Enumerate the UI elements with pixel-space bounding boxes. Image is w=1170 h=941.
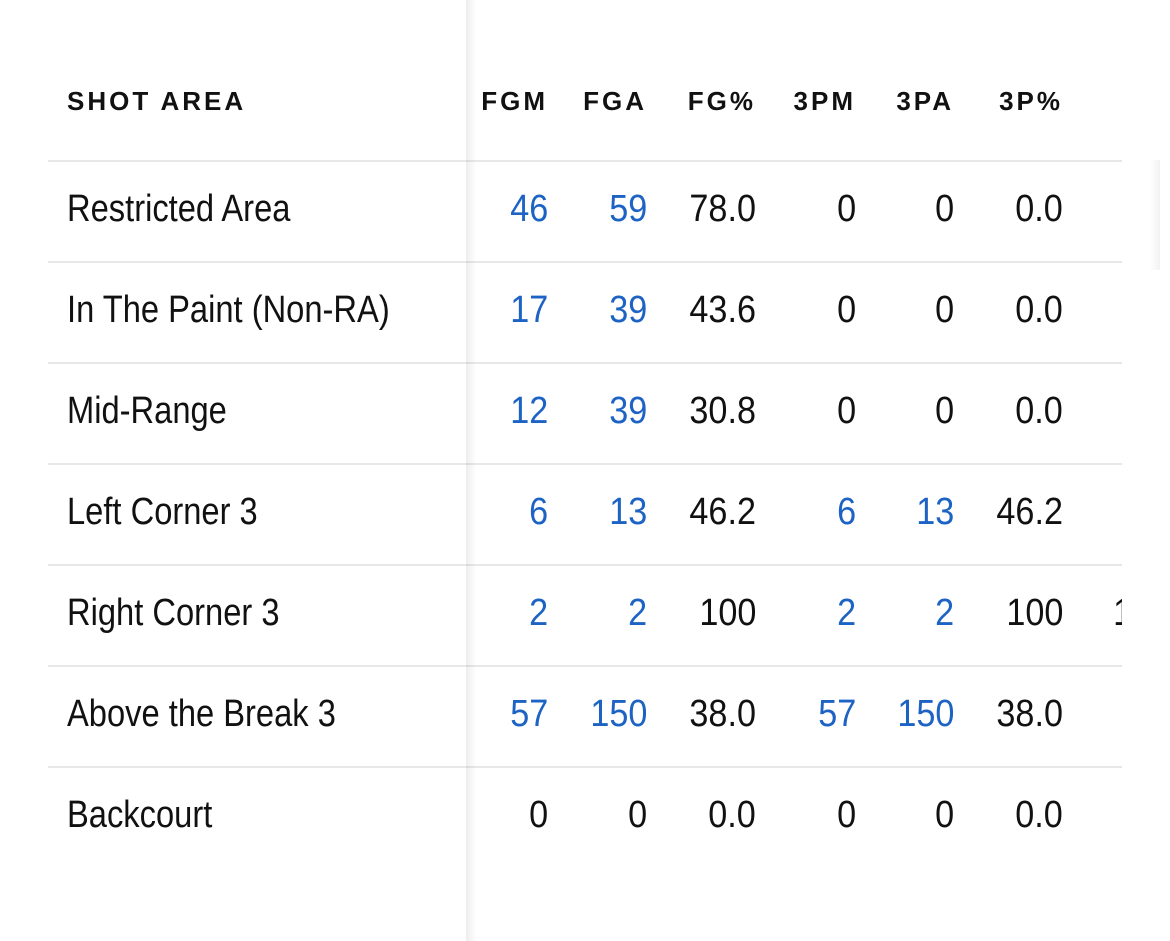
fga-link[interactable]: 59 xyxy=(608,188,647,230)
fga-link[interactable]: 39 xyxy=(608,390,647,432)
fga-value: 0 xyxy=(627,794,647,836)
3pm-value: 0 xyxy=(836,289,856,331)
table-row: In The Paint (Non-RA) xyxy=(48,263,468,364)
table-right-edge xyxy=(1122,0,1170,941)
fg-pct-value: 43.6 xyxy=(689,289,756,331)
fgm-link[interactable]: 57 xyxy=(509,693,548,735)
3p-pct-value: 100 xyxy=(1005,592,1063,634)
shot-area-name: Mid-Range xyxy=(67,390,227,432)
fg-pct-value: 0.0 xyxy=(708,794,756,836)
table-row: Right Corner 3 xyxy=(48,566,468,667)
3pm-column-header[interactable]: 3PM xyxy=(793,86,856,116)
fgm-link[interactable]: 2 xyxy=(528,592,548,634)
fgm-value: 0 xyxy=(528,794,548,836)
fgm-link[interactable]: 46 xyxy=(509,188,548,230)
3pm-value: 0 xyxy=(836,794,856,836)
3pa-link[interactable]: 13 xyxy=(915,491,954,533)
fga-link[interactable]: 150 xyxy=(589,693,647,735)
fga-link[interactable]: 2 xyxy=(627,592,647,634)
3p-pct-value: 0.0 xyxy=(1015,794,1063,836)
3p-pct-value: 38.0 xyxy=(996,693,1063,735)
table-row: 2 2 100 2 2 100 1 xyxy=(468,566,1122,667)
3pa-value: 0 xyxy=(934,794,954,836)
next-column-value: 1 xyxy=(1113,592,1122,635)
fgm-link[interactable]: 17 xyxy=(509,289,548,331)
shot-area-name: Backcourt xyxy=(67,794,213,836)
stats-scroll-region[interactable]: FGM FGA FG% 3PM 3PA 3P% I 46 59 78.0 0 0… xyxy=(468,0,1122,941)
table-row: 6 13 46.2 6 13 46.2 xyxy=(468,465,1122,566)
fgm-link[interactable]: 6 xyxy=(528,491,548,533)
frozen-column-shadow xyxy=(466,0,476,941)
3pa-link[interactable]: 150 xyxy=(896,693,954,735)
table-row: 12 39 30.8 0 0 0.0 xyxy=(468,364,1122,465)
table-row: 0 0 0.0 0 0 0.0 xyxy=(468,768,1122,869)
3pm-link[interactable]: 6 xyxy=(836,491,856,533)
stats-header-row: FGM FGA FG% 3PM 3PA 3P% I xyxy=(468,0,1122,162)
table-row: Above the Break 3 xyxy=(48,667,468,768)
shot-area-column: SHOT AREA Restricted Area In The Paint (… xyxy=(48,0,468,869)
fg-pct-value: 38.0 xyxy=(689,693,756,735)
table-row: 57 150 38.0 57 150 38.0 xyxy=(468,667,1122,768)
fgm-link[interactable]: 12 xyxy=(509,390,548,432)
shot-area-name: Right Corner 3 xyxy=(67,592,280,634)
3p-pct-value: 0.0 xyxy=(1015,390,1063,432)
shot-area-name: Restricted Area xyxy=(67,188,291,230)
table-row: Backcourt xyxy=(48,768,468,869)
fgm-column-header[interactable]: FGM xyxy=(481,86,548,116)
table-row: Restricted Area xyxy=(48,162,468,263)
shot-area-header-cell: SHOT AREA xyxy=(48,0,468,162)
fg-pct-value: 30.8 xyxy=(689,390,756,432)
shot-area-name: Left Corner 3 xyxy=(67,491,258,533)
3pa-link[interactable]: 2 xyxy=(934,592,954,634)
3pa-value: 0 xyxy=(934,390,954,432)
fg-pct-value: 78.0 xyxy=(689,188,756,230)
3pm-link[interactable]: 57 xyxy=(817,693,856,735)
3pa-column-header[interactable]: 3PA xyxy=(896,86,954,116)
fg-pct-column-header[interactable]: FG% xyxy=(687,86,756,116)
3pa-value: 0 xyxy=(934,289,954,331)
3p-pct-value: 0.0 xyxy=(1015,289,1063,331)
fga-link[interactable]: 13 xyxy=(608,491,647,533)
fga-column-header[interactable]: FGA xyxy=(583,86,647,116)
table-row: 46 59 78.0 0 0 0.0 xyxy=(468,162,1122,263)
shot-area-name: In The Paint (Non-RA) xyxy=(67,289,390,331)
table-row: Left Corner 3 xyxy=(48,465,468,566)
3pm-link[interactable]: 2 xyxy=(836,592,856,634)
fga-link[interactable]: 39 xyxy=(608,289,647,331)
3pa-value: 0 xyxy=(934,188,954,230)
3p-pct-value: 46.2 xyxy=(996,491,1063,533)
3p-pct-value: 0.0 xyxy=(1015,188,1063,230)
table-row: Mid-Range xyxy=(48,364,468,465)
fg-pct-value: 46.2 xyxy=(689,491,756,533)
3pm-value: 0 xyxy=(836,390,856,432)
3p-pct-column-header[interactable]: 3P% xyxy=(999,86,1063,116)
3pm-value: 0 xyxy=(836,188,856,230)
horizontal-scroll-hint xyxy=(1150,160,1160,270)
shot-area-name: Above the Break 3 xyxy=(67,693,336,735)
fg-pct-value: 100 xyxy=(698,592,756,634)
table-row: 17 39 43.6 0 0 0.0 xyxy=(468,263,1122,364)
shot-area-column-header[interactable]: SHOT AREA xyxy=(67,86,247,116)
